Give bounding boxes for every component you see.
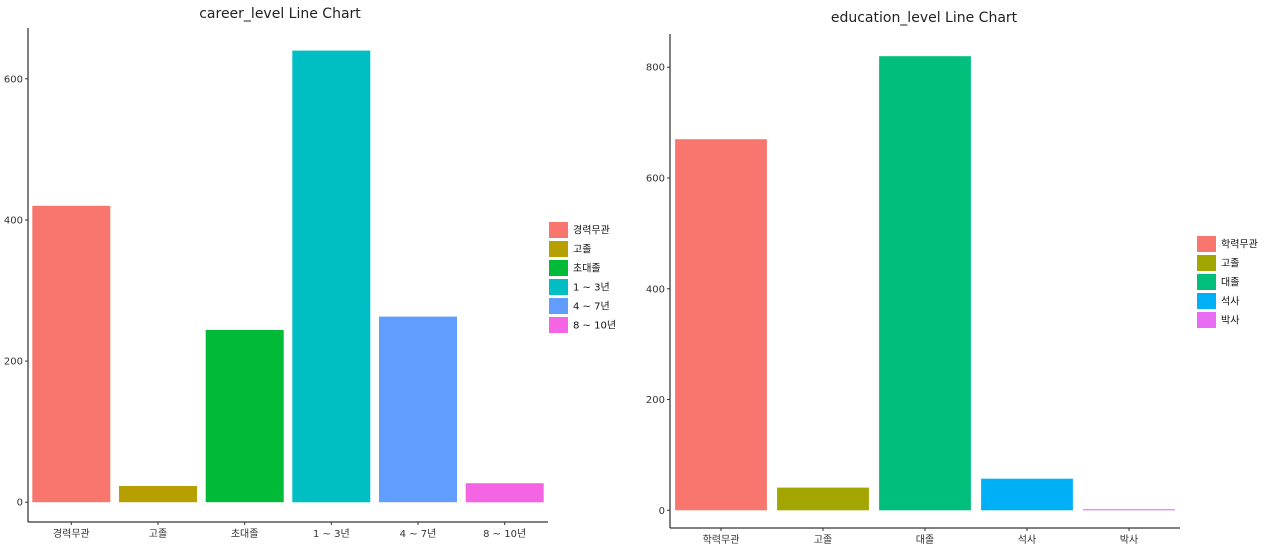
legend-label: 고졸 xyxy=(573,244,591,256)
legend-swatch xyxy=(549,222,568,238)
bar-5 xyxy=(1083,509,1175,511)
bar-3 xyxy=(879,56,971,511)
legend-swatch xyxy=(549,241,568,257)
x-tick-label: 고졸 xyxy=(814,534,832,545)
x-tick-label: 학력무관 xyxy=(703,534,740,545)
legend-label: 경력무관 xyxy=(573,224,610,237)
bar-1 xyxy=(32,205,111,503)
x-tick-label: 박사 xyxy=(1120,534,1138,545)
x-tick-label: 대졸 xyxy=(916,534,934,545)
bar-group xyxy=(32,50,544,503)
legend-label: 8 ~ 10년 xyxy=(573,320,616,332)
chart-title: career_level Line Chart xyxy=(199,6,361,22)
axes: 0 200 400 600 800 학력무관 고졸 대졸 석사 박사 xyxy=(646,34,1180,545)
x-tick-label: 경력무관 xyxy=(53,527,90,540)
x-tick-label: 1 ~ 3년 xyxy=(313,528,350,540)
legend-swatch xyxy=(1197,293,1216,309)
legend-label: 석사 xyxy=(1221,296,1239,308)
bar-2 xyxy=(777,487,869,511)
bar-3 xyxy=(205,330,284,503)
legend-label: 1 ~ 3년 xyxy=(573,282,610,294)
legend-swatch xyxy=(549,317,568,333)
legend-label: 4 ~ 7년 xyxy=(573,301,610,313)
x-tick-label: 석사 xyxy=(1018,534,1036,545)
education-level-chart: education_level Line Chart 0 200 400 600 800… xyxy=(646,10,1258,545)
y-tick-label: 600 xyxy=(4,74,23,85)
y-tick-label: 600 xyxy=(646,173,665,184)
bar-1 xyxy=(675,139,767,511)
legend-label: 초대졸 xyxy=(573,263,601,275)
axes: 0 200 400 600 경력무관 고졸 초대졸 1 ~ 3년 4 ~ 7년 8 ~ 10년 xyxy=(4,28,548,540)
legend-label: 대졸 xyxy=(1221,277,1239,289)
bar-5 xyxy=(379,316,457,503)
chart-title: education_level Line Chart xyxy=(831,10,1018,26)
x-tick-label: 8 ~ 10년 xyxy=(483,528,526,540)
bar-2 xyxy=(119,486,197,503)
x-tick-label: 고졸 xyxy=(149,528,167,540)
legend-label: 박사 xyxy=(1221,315,1239,327)
bar-group xyxy=(675,56,1175,511)
x-tick-label: 초대졸 xyxy=(231,528,259,540)
legend-swatch xyxy=(1197,255,1216,271)
legend-swatch xyxy=(1197,236,1216,252)
legend-swatch xyxy=(1197,274,1216,290)
legend-label: 학력무관 xyxy=(1221,239,1258,251)
legend-swatch xyxy=(1197,312,1216,328)
bar-4 xyxy=(981,478,1073,511)
y-tick-label: 400 xyxy=(646,284,665,295)
legend-swatch xyxy=(549,298,568,314)
y-tick-label: 0 xyxy=(17,498,23,509)
legend-swatch xyxy=(549,279,568,295)
y-tick-label: 200 xyxy=(646,395,665,406)
legend-swatch xyxy=(549,260,568,276)
y-tick-label: 800 xyxy=(646,63,665,74)
bar-6 xyxy=(465,483,544,503)
y-tick-label: 0 xyxy=(659,506,665,517)
y-tick-label: 400 xyxy=(4,215,23,226)
x-tick-label: 4 ~ 7년 xyxy=(400,528,437,540)
legend-label: 고졸 xyxy=(1221,258,1239,270)
bar-4 xyxy=(292,50,371,503)
y-tick-label: 200 xyxy=(4,357,23,368)
